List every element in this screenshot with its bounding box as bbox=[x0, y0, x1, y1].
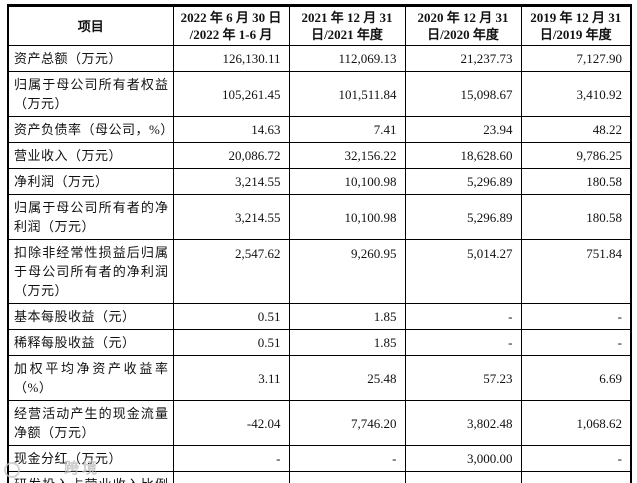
row-value: 21,237.73 bbox=[404, 45, 522, 72]
table-row: 基本每股收益（元） 0.51 1.85- - bbox=[7, 303, 632, 330]
row-label: 经营活动产生的现金流量净额（万元） bbox=[7, 400, 174, 446]
row-value: 180.58 bbox=[520, 168, 632, 195]
table-row: 归属于母公司所有者权益（万元） 105,261.45 101,511.84 15,09… bbox=[7, 71, 632, 117]
row-value: 3,802.48 bbox=[404, 400, 522, 446]
row-value: 5,296.89 bbox=[404, 168, 522, 195]
row-value: 1,068.62 bbox=[520, 400, 632, 446]
row-value: 9,260.95 bbox=[288, 239, 406, 304]
row-label: 归属于母公司所有者权益（万元） bbox=[7, 71, 174, 117]
header-row: 项目 2022 年 6 月 30 日 /2022 年 1-6 月 2021 年 … bbox=[7, 5, 632, 46]
row-value: 7,127.90 bbox=[520, 45, 632, 72]
row-value: 126,130.11 bbox=[172, 45, 290, 72]
table-row: 净利润（万元） 3,214.55 10,100.98 5,296.89 180.58 bbox=[7, 168, 632, 195]
row-label: 资产负债率（母公司，%） bbox=[7, 116, 174, 143]
table-row: 稀释每股收益（元） 0.51 1.85- - bbox=[7, 329, 632, 356]
financial-summary-table: 项目 2022 年 6 月 30 日 /2022 年 1-6 月 2021 年 … bbox=[7, 4, 632, 483]
row-label: 研发投入占营业收入比例（%） bbox=[7, 471, 174, 483]
row-label: 加权平均净资产收益率（%） bbox=[7, 355, 174, 401]
table-row: 现金分红（万元） - -3,000.00- bbox=[7, 445, 632, 472]
row-value: 11.81 bbox=[404, 471, 522, 483]
row-value: 9,786.25 bbox=[520, 142, 632, 169]
row-value: 48.22 bbox=[520, 116, 632, 143]
row-value: 3,214.55 bbox=[172, 194, 290, 240]
row-label: 归属于母公司所有者的净利润（万元） bbox=[7, 194, 174, 240]
row-value: 3.11 bbox=[172, 355, 290, 401]
table-row: 归属于母公司所有者的净利润（万元） 3,214.55 10,100.98 5,296.… bbox=[7, 194, 632, 240]
row-label: 资产总额（万元） bbox=[7, 45, 174, 72]
row-value: 3,214.55 bbox=[172, 168, 290, 195]
row-value: 3,000.00 bbox=[404, 445, 522, 472]
row-value: 101,511.84 bbox=[288, 71, 406, 117]
row-label: 基本每股收益（元） bbox=[7, 303, 174, 330]
row-value: 5,014.27 bbox=[404, 239, 522, 304]
row-value: 24.70 bbox=[172, 471, 290, 483]
row-value: 6.69 bbox=[520, 355, 632, 401]
column-header-period-2020: 2020 年 12 月 31 日/2020 年度 bbox=[404, 5, 522, 46]
row-value: 3,410.92 bbox=[520, 71, 632, 117]
row-label: 营业收入（万元） bbox=[7, 142, 174, 169]
row-label: 现金分红（万元） bbox=[7, 445, 174, 472]
column-header-period-2019: 2019 年 12 月 31 日/2019 年度 bbox=[520, 5, 632, 46]
table-row: 经营活动产生的现金流量净额（万元） -42.04 7,746.20 3,802.48 1… bbox=[7, 400, 632, 446]
row-value: 18,628.60 bbox=[404, 142, 522, 169]
row-value: -42.04 bbox=[172, 400, 290, 446]
table-row: 资产总额（万元） 126,130.11 112,069.13 21,237.73 7,1… bbox=[7, 45, 632, 72]
table-row: 资产负债率（母公司，%） 14.63 7.41 23.94 48.22 bbox=[7, 116, 632, 143]
table-row: 营业收入（万元） 20,086.72 32,156.22 18,628.60 9,786… bbox=[7, 142, 632, 169]
column-header-item: 项目 bbox=[7, 5, 174, 46]
row-value: 7.41 bbox=[288, 116, 406, 143]
row-value: 112,069.13 bbox=[288, 45, 406, 72]
row-label: 稀释每股收益（元） bbox=[7, 329, 174, 356]
row-value: 5,296.89 bbox=[404, 194, 522, 240]
row-value: 15.61 bbox=[520, 471, 632, 483]
row-value: - bbox=[404, 303, 522, 330]
column-header-period-2022: 2022 年 6 月 30 日 /2022 年 1-6 月 bbox=[172, 5, 290, 46]
row-value: - bbox=[520, 445, 632, 472]
row-value: 1.85 bbox=[288, 303, 406, 330]
table-row: 扣除非经常性损益后归属于母公司所有者的净利润（万元） 2,547.62 9,260.… bbox=[7, 239, 632, 304]
column-header-period-2021: 2021 年 12 月 31 日/2021 年度 bbox=[288, 5, 406, 46]
row-value: - bbox=[288, 445, 406, 472]
row-value: 57.23 bbox=[404, 355, 522, 401]
row-label: 扣除非经常性损益后归属于母公司所有者的净利润（万元） bbox=[7, 239, 174, 304]
row-value: 751.84 bbox=[520, 239, 632, 304]
row-value: - bbox=[520, 303, 632, 330]
row-value: 105,261.45 bbox=[172, 71, 290, 117]
row-label: 净利润（万元） bbox=[7, 168, 174, 195]
row-value: 1.85 bbox=[288, 329, 406, 356]
row-value: 0.51 bbox=[172, 329, 290, 356]
row-value: 14.63 bbox=[172, 116, 290, 143]
row-value: 7,746.20 bbox=[288, 400, 406, 446]
row-value: 0.51 bbox=[172, 303, 290, 330]
row-value: 10,100.98 bbox=[288, 168, 406, 195]
row-value: 15,098.67 bbox=[404, 71, 522, 117]
row-value: 32,156.22 bbox=[288, 142, 406, 169]
row-value: 180.58 bbox=[520, 194, 632, 240]
row-value: - bbox=[172, 445, 290, 472]
row-value: 2,547.62 bbox=[172, 239, 290, 304]
table-row: 研发投入占营业收入比例（%）24.7017.5611.8115.61 bbox=[7, 471, 632, 483]
row-value: 23.94 bbox=[404, 116, 522, 143]
row-value: 25.48 bbox=[288, 355, 406, 401]
row-value: - bbox=[404, 329, 522, 356]
table-body: 资产总额（万元） 126,130.11 112,069.13 21,237.73 7,1… bbox=[7, 45, 632, 483]
row-value: - bbox=[520, 329, 632, 356]
row-value: 10,100.98 bbox=[288, 194, 406, 240]
table-row: 加权平均净资产收益率（%） 3.11 25.48 57.23 6.69 bbox=[7, 355, 632, 401]
row-value: 17.56 bbox=[288, 471, 406, 483]
row-value: 20,086.72 bbox=[172, 142, 290, 169]
